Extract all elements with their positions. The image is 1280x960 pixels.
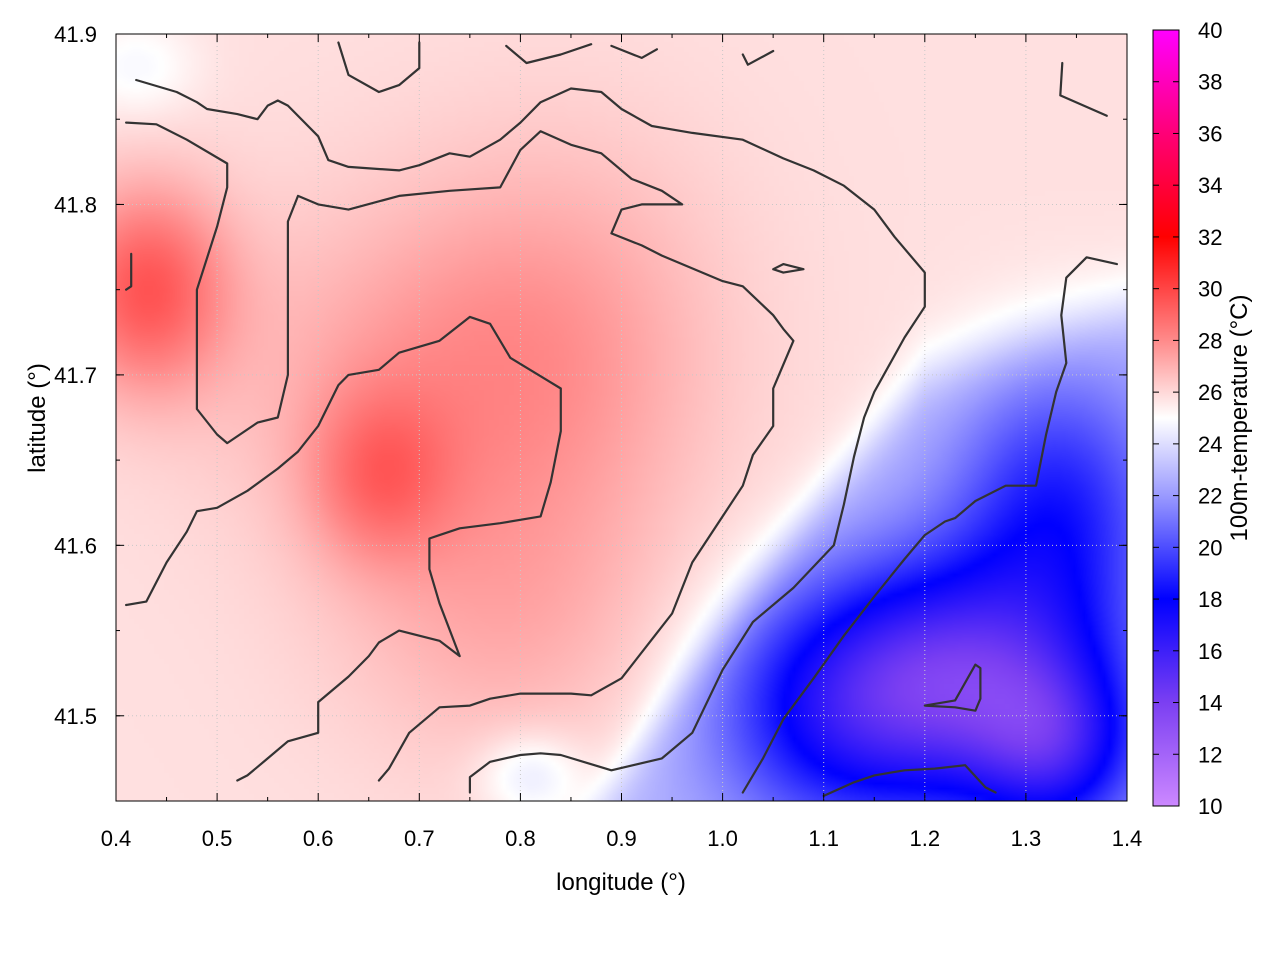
x-tick-label: 1.1 bbox=[808, 826, 839, 851]
x-tick-label: 0.6 bbox=[303, 826, 334, 851]
axis-ticks bbox=[115, 33, 1128, 802]
colorbar-tick-label: 30 bbox=[1198, 277, 1222, 302]
colorbar-tick-label: 14 bbox=[1198, 691, 1222, 716]
isotherm-contour-10 bbox=[772, 263, 805, 274]
isotherm-contour-1 bbox=[135, 78, 926, 794]
x-axis-title: longitude (°) bbox=[556, 869, 686, 896]
y-tick-label: 41.7 bbox=[54, 363, 97, 388]
colorbar-tick-label: 22 bbox=[1198, 484, 1222, 509]
isotherm-contour-2 bbox=[125, 121, 795, 782]
colorbar-tick-label: 36 bbox=[1198, 121, 1222, 146]
x-tick-label: 0.5 bbox=[202, 826, 233, 851]
x-tick-label: 1.2 bbox=[910, 826, 941, 851]
x-tick-label: 0.7 bbox=[404, 826, 435, 851]
colorbar-tick-label: 20 bbox=[1198, 535, 1222, 560]
temperature-heatmap bbox=[116, 34, 1127, 801]
colorbar-tick-label: 26 bbox=[1198, 380, 1222, 405]
isotherm-contour-4 bbox=[125, 252, 133, 291]
isotherm-contours bbox=[125, 41, 1118, 797]
x-tick-label: 1.0 bbox=[707, 826, 738, 851]
colorbar-tick-label: 18 bbox=[1198, 587, 1222, 612]
isotherm-contour-12 bbox=[822, 764, 997, 797]
x-tick-label: 1.3 bbox=[1011, 826, 1042, 851]
x-tick-label: 1.4 bbox=[1112, 826, 1143, 851]
y-tick-label: 41.5 bbox=[54, 704, 97, 729]
colorbar-tick-label: 10 bbox=[1198, 794, 1222, 819]
isotherm-contour-8 bbox=[741, 49, 775, 66]
x-tick-label: 0.9 bbox=[606, 826, 637, 851]
colorbar-tick-label: 28 bbox=[1198, 328, 1222, 353]
colorbar-tick-label: 40 bbox=[1198, 18, 1222, 43]
colorbar-tick-label: 16 bbox=[1198, 639, 1222, 664]
y-tick-label: 41.6 bbox=[54, 533, 97, 558]
colorbar-tick-label: 24 bbox=[1198, 432, 1222, 457]
isotherm-contour-6 bbox=[505, 43, 593, 65]
x-axis-tick-labels: 0.4 0.5 0.6 0.7 0.8 0.9 1.0 1.1 1.2 1.3 1.4 bbox=[101, 826, 1143, 851]
isotherm-contour-3 bbox=[125, 315, 562, 782]
x-tick-label: 0.8 bbox=[505, 826, 536, 851]
y-tick-label: 41.8 bbox=[54, 192, 97, 217]
y-tick-label: 41.9 bbox=[54, 22, 97, 47]
colorbar-tick-label: 38 bbox=[1198, 70, 1222, 95]
x-tick-label: 0.4 bbox=[101, 826, 132, 851]
y-axis-title: latitude (°) bbox=[24, 363, 51, 473]
colorbar-tick-label: 34 bbox=[1198, 173, 1222, 198]
colorbar-title: 100m-temperature (°C) bbox=[1226, 294, 1253, 541]
isotherm-contour-13 bbox=[923, 663, 982, 712]
isotherm-contour-9 bbox=[1059, 61, 1108, 117]
grid-lines bbox=[116, 34, 1127, 801]
isotherm-contour-7 bbox=[610, 44, 658, 59]
colorbar bbox=[1152, 29, 1180, 807]
colorbar-tick-labels: 10 12 14 16 18 20 22 24 26 28 30 32 34 36 38 40 bbox=[1198, 18, 1222, 819]
colorbar-tick-label: 32 bbox=[1198, 225, 1222, 250]
colorbar-ticks bbox=[1153, 29, 1179, 807]
isotherm-contour-11 bbox=[741, 256, 1118, 794]
colorbar-tick-label: 12 bbox=[1198, 742, 1222, 767]
y-axis-tick-labels: 41.5 41.6 41.7 41.8 41.9 bbox=[54, 22, 97, 729]
isotherm-contour-5 bbox=[337, 41, 421, 94]
